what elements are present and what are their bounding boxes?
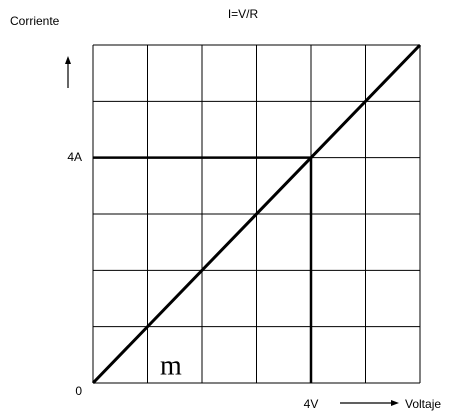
- y-axis-label: Corriente: [10, 14, 60, 28]
- data-line: [91, 43, 422, 385]
- y-tick-label: 0: [75, 384, 82, 398]
- chart-title: I=V/R: [228, 7, 259, 21]
- annotation: m: [160, 350, 182, 381]
- x-tick-label: 4V: [304, 397, 319, 411]
- y-tick-label: 4A: [67, 150, 82, 164]
- y-arrow-head: [65, 56, 71, 64]
- x-axis-label: Voltaje: [405, 397, 441, 411]
- x-arrow-head: [391, 400, 399, 406]
